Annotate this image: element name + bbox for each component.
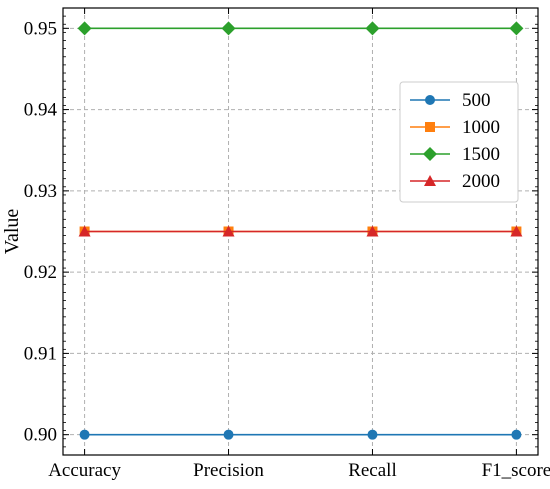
series-1500 [77, 21, 524, 36]
legend: 500 1000 1500 2000 [399, 81, 519, 203]
legend-item-2000: 2000 [410, 171, 500, 192]
data-point-500 [367, 429, 378, 440]
data-point-1500 [509, 21, 524, 36]
data-point-2000 [510, 225, 523, 237]
data-point-2000 [78, 225, 91, 237]
series-2000 [78, 225, 523, 237]
y-tick-label: 0.94 [24, 100, 58, 121]
series-layer [77, 21, 524, 440]
series-500 [79, 429, 522, 440]
legend-marker [425, 95, 435, 105]
y-tick-label: 0.95 [24, 18, 57, 39]
legend-marker [423, 147, 437, 161]
legend-marker [424, 175, 436, 186]
data-point-500 [223, 429, 234, 440]
data-point-2000 [366, 225, 379, 237]
y-axis-label: Value [1, 209, 23, 255]
x-tick-label: Precision [193, 460, 264, 481]
data-point-500 [511, 429, 522, 440]
legend-label: 500 [462, 90, 491, 111]
data-point-2000 [222, 225, 235, 237]
x-tick-label: Recall [348, 460, 397, 481]
data-point-1500 [365, 21, 380, 36]
plot-frame [62, 7, 539, 456]
legend-label: 1000 [462, 117, 500, 138]
legend-label: 1500 [462, 144, 500, 165]
x-tick-label: Accuracy [48, 460, 121, 481]
y-tick-label: 0.92 [24, 262, 57, 283]
legend-marker [425, 122, 435, 132]
data-point-1500 [77, 21, 92, 36]
y-tick-label: 0.93 [24, 181, 57, 202]
legend-box [399, 81, 519, 203]
legend-item-1000: 1000 [410, 117, 500, 138]
axis-ticks: 0.90 0.91 0.92 0.93 0.94 0.95 Accuracy Precisio… [24, 7, 550, 481]
y-tick-label: 0.91 [24, 343, 57, 364]
legend-item-500: 500 [410, 90, 491, 111]
data-point-500 [79, 429, 90, 440]
y-tick-label: 0.90 [24, 425, 57, 446]
data-point-1500 [221, 21, 236, 36]
legend-label: 2000 [462, 171, 500, 192]
x-tick-label: F1_score [482, 460, 550, 481]
legend-item-1500: 1500 [410, 144, 500, 165]
